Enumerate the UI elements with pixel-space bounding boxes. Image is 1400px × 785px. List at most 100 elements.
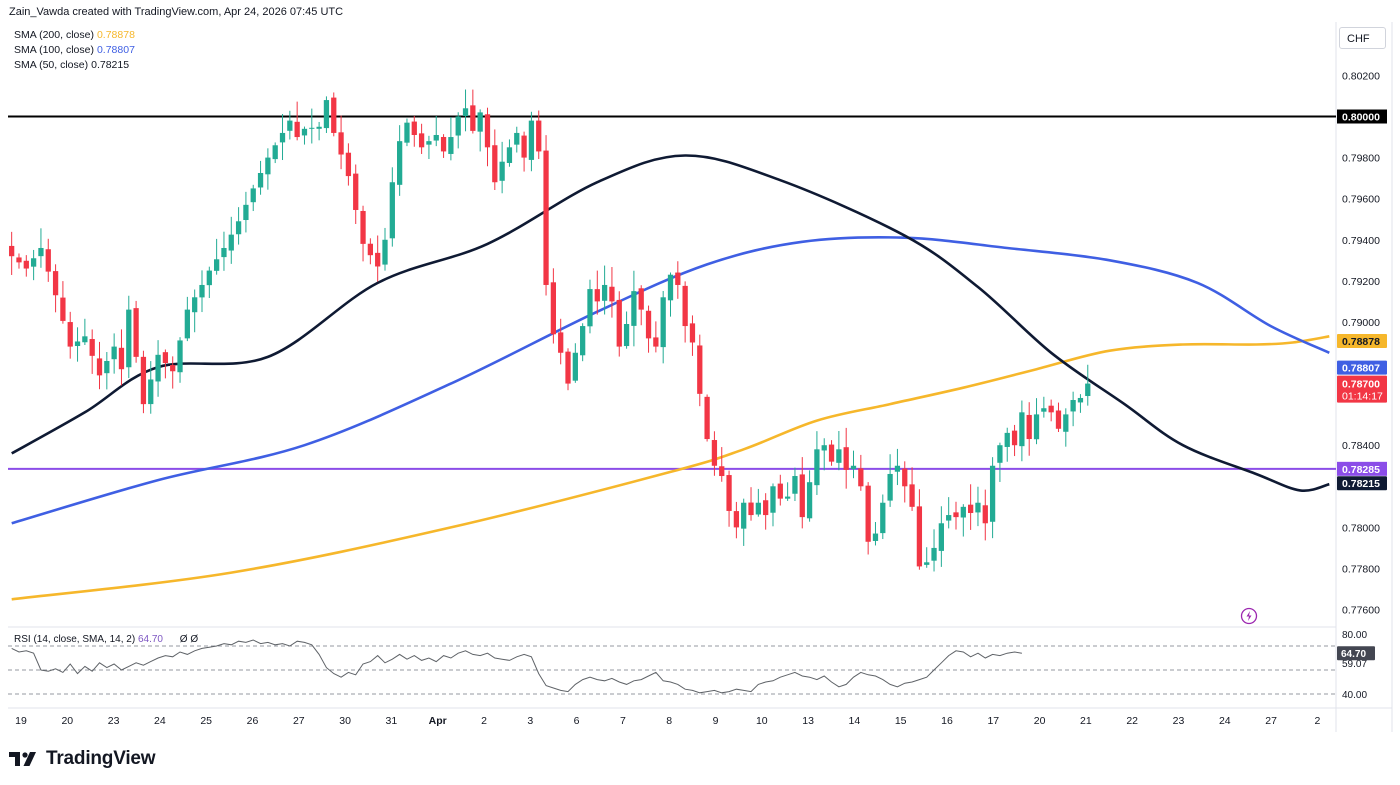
candle-body[interactable] (887, 473, 893, 501)
candle-body[interactable] (250, 188, 256, 203)
candle-body[interactable] (38, 247, 44, 257)
rsi-legend[interactable]: RSI (14, close, SMA, 14, 2) 64.70 Ø Ø (14, 634, 198, 645)
candle-body[interactable] (155, 354, 161, 382)
candle-body[interactable] (140, 356, 147, 405)
candle-body[interactable] (1048, 405, 1054, 413)
candle-body[interactable] (243, 204, 249, 221)
candle-body[interactable] (894, 465, 901, 472)
candle-body[interactable] (126, 309, 132, 368)
candle-body[interactable] (843, 447, 849, 470)
candle-body[interactable] (118, 347, 125, 370)
candle-body[interactable] (653, 337, 659, 347)
candle-body[interactable] (104, 360, 110, 374)
candle-body[interactable] (111, 346, 117, 360)
candle-body[interactable] (682, 285, 688, 327)
candle-body[interactable] (170, 365, 176, 372)
candle-body[interactable] (828, 444, 835, 462)
candle-body[interactable] (968, 504, 974, 514)
candle-body[interactable] (206, 270, 212, 286)
candle-body[interactable] (609, 286, 615, 302)
candle-body[interactable] (433, 134, 439, 141)
candle-body[interactable] (733, 511, 740, 528)
candle-body[interactable] (755, 502, 761, 515)
candle-body[interactable] (1011, 430, 1018, 446)
candle-body[interactable] (309, 127, 315, 129)
candle-body[interactable] (777, 483, 783, 499)
candle-body[interactable] (221, 247, 227, 258)
candle-body[interactable] (865, 485, 871, 542)
candle-body[interactable] (404, 122, 410, 143)
candle-body[interactable] (272, 145, 278, 160)
candle-body[interactable] (689, 323, 696, 343)
legend-sma200[interactable]: SMA (200, close) 0.78878 (14, 29, 135, 41)
candle-body[interactable] (367, 243, 373, 256)
candle-body[interactable] (521, 135, 527, 158)
candle-body[interactable] (448, 137, 454, 154)
price-axis[interactable]: 0.804000.802000.798000.796000.794000.792… (1342, 29, 1380, 616)
candle-body[interactable] (499, 161, 505, 181)
candle-body[interactable] (67, 322, 73, 347)
candle-body[interactable] (719, 466, 725, 477)
candle-body[interactable] (184, 309, 190, 339)
candle-body[interactable] (1063, 414, 1069, 432)
candle-body[interactable] (462, 108, 469, 117)
candle-body[interactable] (89, 339, 95, 356)
candle-body[interactable] (763, 500, 769, 516)
candle-body[interactable] (770, 486, 776, 513)
candle-body[interactable] (345, 152, 352, 177)
candle-body[interactable] (279, 132, 286, 143)
time-axis[interactable]: 19 20 23 24 25 26 27 30 31 Apr 2 3 6 7 8 9 10 13 14 15 16 17 2… (15, 715, 1320, 727)
candle-body[interactable] (162, 352, 169, 364)
candle-body[interactable] (375, 252, 381, 267)
candle-body[interactable] (148, 379, 154, 405)
candle-body[interactable] (1077, 397, 1084, 403)
candle-body[interactable] (418, 133, 425, 148)
candlesticks[interactable] (9, 89, 1091, 572)
candle-body[interactable] (470, 105, 476, 131)
candle-body[interactable] (946, 515, 952, 521)
candle-body[interactable] (711, 440, 718, 466)
candle-body[interactable] (382, 239, 388, 265)
branding[interactable]: TradingView (9, 748, 156, 770)
candle-body[interactable] (1026, 414, 1032, 440)
candle-body[interactable] (192, 297, 198, 313)
candle-body[interactable] (74, 341, 81, 347)
candle-body[interactable] (440, 136, 447, 152)
candle-body[interactable] (748, 502, 754, 516)
candle-body[interactable] (331, 97, 337, 133)
candle-body[interactable] (601, 284, 608, 301)
candle-body[interactable] (265, 157, 271, 175)
candle-body[interactable] (997, 445, 1003, 463)
candle-body[interactable] (645, 310, 652, 339)
legend-sma100[interactable]: SMA (100, close) 0.78807 (14, 44, 135, 56)
candle-body[interactable] (938, 523, 944, 551)
candle-body[interactable] (528, 120, 535, 160)
candle-body[interactable] (287, 120, 293, 131)
candle-body[interactable] (426, 141, 432, 145)
candle-body[interactable] (660, 297, 666, 348)
candle-body[interactable] (909, 484, 915, 507)
rsi-line[interactable] (11, 639, 1022, 694)
candle-body[interactable] (704, 396, 710, 440)
candle-body[interactable] (1041, 408, 1047, 412)
candle-body[interactable] (558, 332, 564, 353)
candle-body[interactable] (213, 259, 220, 271)
candle-body[interactable] (880, 502, 886, 534)
candle-body[interactable] (1004, 432, 1010, 447)
candle-body[interactable] (953, 512, 959, 518)
candle-body[interactable] (23, 260, 29, 269)
candle-body[interactable] (726, 475, 732, 511)
candle-body[interactable] (228, 234, 234, 251)
candle-body[interactable] (982, 505, 988, 524)
candle-body[interactable] (492, 145, 498, 183)
candle-body[interactable] (902, 468, 908, 487)
candle-body[interactable] (323, 100, 330, 129)
candle-body[interactable] (587, 289, 593, 327)
candle-body[interactable] (484, 114, 491, 148)
candle-body[interactable] (960, 506, 966, 518)
rsi-pane[interactable]: 80.00 59.07 40.00 64.70 (8, 630, 1375, 701)
candle-body[interactable] (455, 116, 461, 136)
candle-body[interactable] (389, 182, 395, 239)
candle-body[interactable] (594, 289, 600, 302)
candle-body[interactable] (199, 284, 205, 298)
